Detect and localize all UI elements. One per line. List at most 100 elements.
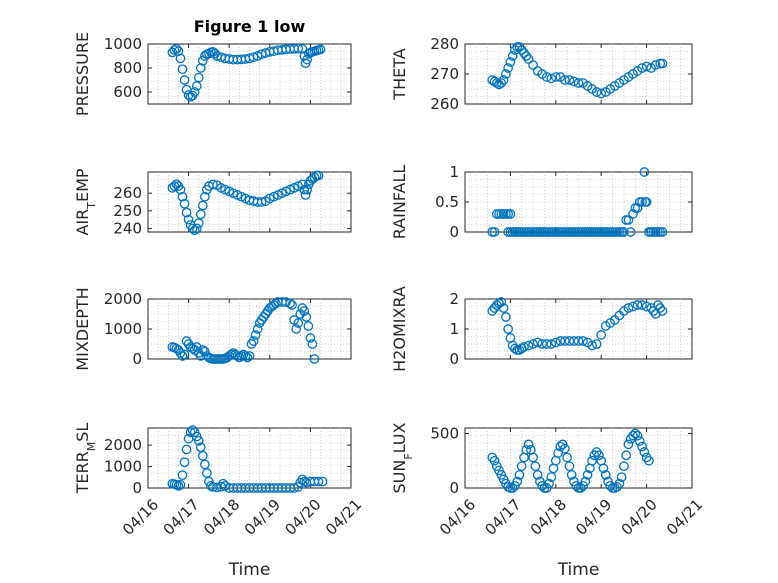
subplot-h2omixra: 0 1 2 H2OMIXRA [390,286,693,372]
data-point [514,470,525,480]
data-point [598,463,609,474]
data-point [639,447,650,457]
data-point [498,303,509,313]
data-point [655,303,666,313]
data-point [594,450,604,461]
data-point [537,339,548,349]
data-point [634,436,645,446]
data-point [528,339,538,349]
data-point [596,88,607,99]
data-point [587,340,597,351]
data-point [195,209,206,220]
data-point [305,333,316,343]
data-point [516,45,527,55]
y-tick-label: 0.5 [435,193,459,211]
data-point [541,72,552,82]
data-point [489,227,500,237]
data-point [177,64,188,75]
data-point [623,439,634,450]
x-tick-label: 04/19 [241,496,284,539]
data-point [248,336,259,346]
data-point [281,297,291,307]
data-point [632,430,643,441]
data-point [507,483,518,493]
data-point [625,227,636,237]
y-axis-label: PRESSURE [73,32,92,116]
data-point [528,452,538,463]
data-point [623,215,634,225]
data-point [252,324,263,334]
data-point [505,209,516,219]
y-tick-label: 260 [430,95,459,113]
data-point [523,340,534,351]
data-point [208,179,218,190]
data-point [285,298,295,309]
y-tick-label: 0 [132,479,142,497]
data-point [199,191,210,202]
y-tick-label: 2000 [104,436,142,454]
data-point [302,184,313,195]
data-point [240,351,251,361]
data-point [175,348,186,358]
data-point [300,190,311,200]
data-point [193,218,204,229]
data-point [187,343,198,354]
data-point [505,57,516,67]
data-point [271,298,281,309]
data-point [582,470,593,480]
data-point [242,352,253,363]
data-point [246,339,257,349]
data-point [605,480,616,491]
data-point [578,336,588,346]
data-point [657,58,668,69]
data-point [498,75,509,85]
data-point [573,336,584,346]
data-point [637,441,647,452]
data-point [587,455,597,466]
data-point [653,300,663,310]
data-point [173,46,184,57]
data-point [657,227,668,237]
data-point [301,312,312,322]
data-point [544,478,554,489]
subplot-rainfall: 0 0.5 1 RAINFALL [390,163,693,241]
x-tick-label: 04/16 [119,496,162,539]
data-point [641,61,652,72]
data-point [291,324,302,334]
data-point [315,44,326,55]
data-point [566,470,577,480]
data-point [293,318,304,328]
data-point [560,336,570,346]
data-point [573,78,584,88]
y-tick-label: 500 [430,424,459,442]
x-tick-label: 04/19 [572,496,615,539]
data-point [657,306,668,316]
data-point [313,170,324,181]
data-point [521,444,532,455]
data-point [503,324,513,334]
data-point [546,339,557,349]
data-point [177,351,188,361]
subplot-sunflux: 0 500 04/16 04/17 04/18 04/19 04/20 04/21 SUNFLU… [390,422,706,580]
data-point [623,303,634,313]
data-point [523,439,534,450]
data-point [569,76,579,87]
data-point [195,63,206,73]
data-point [489,455,500,466]
data-point [169,45,180,55]
data-point [641,301,652,312]
data-point [250,330,261,340]
chart-title: Figure 1 low [194,17,306,36]
data-point [546,73,557,84]
data-point [512,476,523,487]
data-point [564,75,575,85]
y-axis-label: SUNFLUX [390,422,415,493]
data-point [591,87,602,97]
data-point [637,63,647,73]
data-point [637,300,647,310]
data-point [193,72,204,83]
x-axis-label: Time [557,560,600,580]
